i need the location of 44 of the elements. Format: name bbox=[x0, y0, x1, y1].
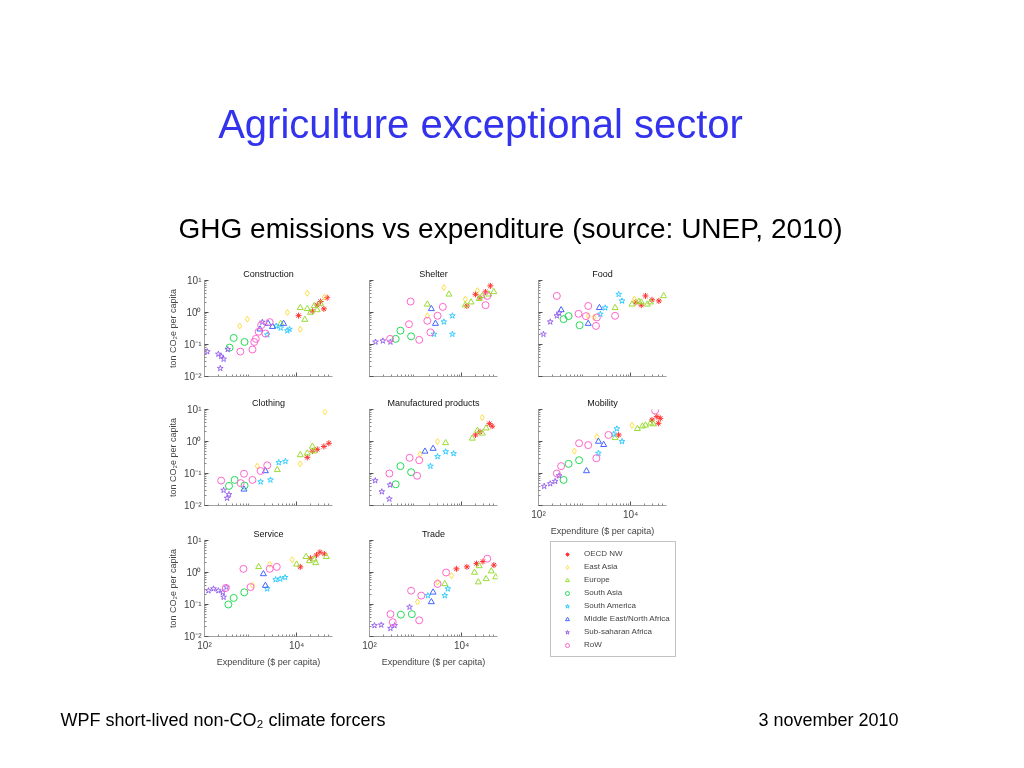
y-axis-title: ton CO₂e per capita bbox=[168, 288, 179, 369]
x-tick-label: 10⁴ bbox=[288, 639, 305, 651]
y-tick-label: 10⁰ bbox=[186, 307, 202, 318]
chart-title: Service bbox=[253, 528, 284, 539]
legend-label: OECD NW bbox=[584, 548, 623, 560]
legend-label: East Asia bbox=[584, 561, 618, 573]
legend-label: Sub-saharan Africa bbox=[584, 626, 653, 638]
x-axis-title: Expenditure ($ per capita) bbox=[550, 525, 655, 536]
legend-label: Middle East/North Africa bbox=[584, 613, 670, 625]
y-axis-title: ton CO₂e per capita bbox=[168, 417, 179, 498]
legend-label: South Asia bbox=[584, 587, 623, 599]
x-axis-title: Expenditure ($ per capita) bbox=[381, 656, 486, 667]
chart-title: Mobility bbox=[587, 397, 619, 408]
chart-title: Clothing bbox=[251, 397, 286, 408]
text: WPF short-lived non-CO₂ climate forcers bbox=[60, 709, 386, 730]
y-tick-label: 10⁻¹ bbox=[184, 468, 203, 479]
x-axis-title: Expenditure ($ per capita) bbox=[216, 656, 321, 667]
y-tick-label: 10⁻² bbox=[184, 371, 203, 382]
x-tick-label: 10² bbox=[197, 639, 213, 651]
x-tick-label: 10⁴ bbox=[622, 508, 639, 520]
legend-label: RoW bbox=[584, 639, 603, 651]
y-axis-title: ton CO₂e per capita bbox=[168, 548, 179, 629]
y-tick-label: 10¹ bbox=[187, 275, 203, 286]
chart-title: Trade bbox=[421, 528, 446, 539]
x-tick-label: 10⁴ bbox=[453, 639, 470, 651]
chart-title: Manufactured products bbox=[387, 397, 481, 408]
y-tick-label: 10⁰ bbox=[186, 567, 202, 578]
legend-label: South America bbox=[584, 600, 637, 612]
chart-title: Food bbox=[592, 268, 613, 279]
text: GHG emissions vs expenditure (source: UNEP, 2010) bbox=[178, 213, 843, 244]
chart-title: Construction bbox=[243, 268, 294, 279]
y-tick-label: 10⁰ bbox=[186, 436, 202, 447]
y-tick-label: 10¹ bbox=[187, 535, 203, 546]
chart-title: Shelter bbox=[419, 268, 448, 279]
y-tick-label: 10⁻² bbox=[184, 500, 203, 511]
text: 3 november 2010 bbox=[758, 709, 899, 730]
y-tick-label: 10¹ bbox=[187, 404, 203, 415]
y-tick-label: 10⁻² bbox=[184, 631, 203, 642]
text: Agriculture exceptional sector bbox=[218, 101, 743, 146]
x-tick-label: 10² bbox=[531, 508, 547, 520]
legend-label: Europe bbox=[584, 574, 610, 586]
y-tick-label: 10⁻¹ bbox=[184, 599, 203, 610]
y-tick-label: 10⁻¹ bbox=[184, 339, 203, 350]
x-tick-label: 10² bbox=[362, 639, 378, 651]
